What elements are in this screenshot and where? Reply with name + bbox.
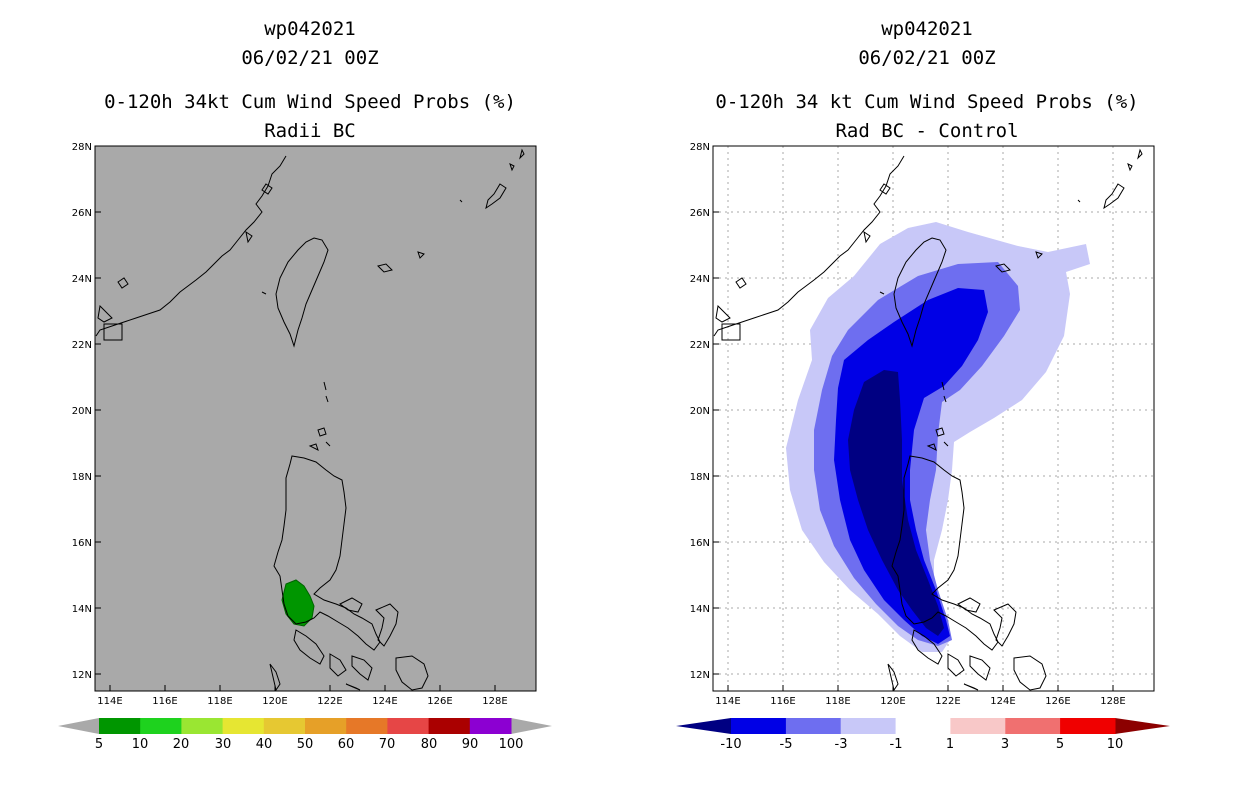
left-lon-label: 124E bbox=[372, 696, 397, 707]
left-colorbar-label: 10 bbox=[132, 737, 149, 752]
left-colorbar-swatch bbox=[99, 718, 141, 734]
right-latitude-labels: 28N 26N 24N 22N 20N 18N 16N 14N 12N bbox=[690, 142, 710, 681]
right-lat-label: 24N bbox=[690, 274, 710, 285]
right-lon-label: 114E bbox=[715, 696, 740, 707]
right-colorbar-label: 3 bbox=[1001, 737, 1009, 752]
left-colorbar-high-triangle bbox=[511, 718, 552, 734]
left-lat-label: 14N bbox=[72, 604, 92, 615]
left-colorbar-label: 100 bbox=[499, 737, 524, 752]
right-colorbar-high-triangle bbox=[1115, 718, 1170, 734]
left-title-line-4: Radii BC bbox=[264, 120, 356, 142]
right-lat-label: 16N bbox=[690, 538, 710, 549]
left-lat-label: 22N bbox=[72, 340, 92, 351]
right-lon-label: 128E bbox=[1100, 696, 1125, 707]
left-colorbar-swatch bbox=[222, 718, 265, 734]
right-colorbar-label: -10 bbox=[720, 737, 741, 752]
right-colorbar-swatch bbox=[731, 718, 787, 734]
right-colorbar-label: -1 bbox=[890, 737, 903, 752]
left-lon-label: 122E bbox=[317, 696, 342, 707]
right-contour-minus-10 bbox=[848, 370, 944, 636]
left-colorbar-label: 50 bbox=[297, 737, 314, 752]
right-lat-label: 12N bbox=[690, 670, 710, 681]
left-colorbar-swatch bbox=[305, 718, 347, 734]
right-map: 28N 26N 24N 22N 20N 18N 16N 14N 12N 114E… bbox=[690, 142, 1155, 707]
left-colorbar-label: 5 bbox=[95, 737, 103, 752]
right-title-line-4: Rad BC - Control bbox=[835, 120, 1019, 142]
left-longitude-labels: 114E 116E 118E 120E 122E 124E 126E 128E bbox=[97, 696, 507, 707]
right-colorbar: -10 -5 -3 -1 1 3 5 10 bbox=[676, 718, 1170, 752]
left-lon-label: 120E bbox=[262, 696, 287, 707]
left-lon-label: 116E bbox=[152, 696, 177, 707]
right-title-line-1: wp042021 bbox=[881, 18, 973, 40]
left-colorbar-swatch bbox=[428, 718, 471, 734]
left-colorbar-label: 30 bbox=[215, 737, 232, 752]
right-colorbar-swatch bbox=[895, 718, 951, 734]
right-colorbar-label: 5 bbox=[1056, 737, 1064, 752]
left-lat-label: 12N bbox=[72, 670, 92, 681]
left-title-line-3: 0-120h 34kt Cum Wind Speed Probs (%) bbox=[104, 91, 516, 113]
left-colorbar-low-triangle bbox=[58, 718, 99, 734]
right-colorbar-label: -5 bbox=[780, 737, 793, 752]
left-colorbar-swatch bbox=[181, 718, 224, 734]
right-lat-label: 26N bbox=[690, 208, 710, 219]
left-lat-label: 26N bbox=[72, 208, 92, 219]
right-lat-label: 22N bbox=[690, 340, 710, 351]
left-lon-label: 128E bbox=[482, 696, 507, 707]
left-colorbar-label: 90 bbox=[462, 737, 479, 752]
right-colorbar-label: 10 bbox=[1107, 737, 1124, 752]
left-colorbar-swatch bbox=[263, 718, 306, 734]
left-colorbar-swatch bbox=[387, 718, 430, 734]
right-lon-label: 116E bbox=[770, 696, 795, 707]
left-probability-contour bbox=[281, 579, 315, 627]
right-lon-label: 122E bbox=[935, 696, 960, 707]
left-colorbar-label: 70 bbox=[379, 737, 396, 752]
left-lat-label: 16N bbox=[72, 538, 92, 549]
right-lon-label: 124E bbox=[990, 696, 1015, 707]
left-colorbar-swatch bbox=[140, 718, 182, 734]
right-colorbar-swatch bbox=[1005, 718, 1061, 734]
left-title: wp042021 06/02/21 00Z 0-120h 34kt Cum Wi… bbox=[55, 15, 565, 146]
right-lon-label: 118E bbox=[825, 696, 850, 707]
left-map-background bbox=[95, 146, 536, 691]
right-lon-label: 120E bbox=[880, 696, 905, 707]
left-lat-label: 18N bbox=[72, 472, 92, 483]
right-colorbar-low-triangle bbox=[676, 718, 731, 734]
left-colorbar-labels: 5 10 20 30 40 50 60 70 80 90 100 bbox=[95, 737, 524, 752]
left-colorbar-swatch bbox=[469, 718, 512, 734]
right-colorbar-swatch bbox=[950, 718, 1006, 734]
left-lat-label: 24N bbox=[72, 274, 92, 285]
left-title-line-1: wp042021 bbox=[264, 18, 356, 40]
left-lat-label: 20N bbox=[72, 406, 92, 417]
left-lon-label: 118E bbox=[207, 696, 232, 707]
right-colorbar-swatch bbox=[840, 718, 897, 734]
right-longitude-labels: 114E 116E 118E 120E 122E 124E 126E 128E bbox=[715, 696, 1125, 707]
left-lon-label: 126E bbox=[427, 696, 452, 707]
right-title-line-3: 0-120h 34 kt Cum Wind Speed Probs (%) bbox=[715, 91, 1139, 113]
right-lat-label: 14N bbox=[690, 604, 710, 615]
left-colorbar-swatch bbox=[346, 718, 388, 734]
right-lat-label: 28N bbox=[690, 142, 710, 153]
right-colorbar-swatch bbox=[1060, 718, 1116, 734]
left-colorbar-label: 20 bbox=[173, 737, 190, 752]
left-title-line-2: 06/02/21 00Z bbox=[241, 47, 379, 69]
left-colorbar: 5 10 20 30 40 50 60 70 80 90 100 bbox=[58, 718, 552, 752]
left-lon-label: 114E bbox=[97, 696, 122, 707]
right-lat-label: 18N bbox=[690, 472, 710, 483]
right-title-line-2: 06/02/21 00Z bbox=[858, 47, 996, 69]
right-colorbar-label: 1 bbox=[946, 737, 954, 752]
left-colorbar-label: 80 bbox=[421, 737, 438, 752]
left-map: 28N 26N 24N 22N 20N 18N 16N 14N 12N 114E… bbox=[72, 142, 537, 707]
right-title: wp042021 06/02/21 00Z 0-120h 34 kt Cum W… bbox=[672, 15, 1182, 146]
right-colorbar-labels: -10 -5 -3 -1 1 3 5 10 bbox=[720, 737, 1123, 752]
right-lat-label: 20N bbox=[690, 406, 710, 417]
right-colorbar-label: -3 bbox=[835, 737, 848, 752]
right-colorbar-swatch bbox=[785, 718, 842, 734]
left-lat-label: 28N bbox=[72, 142, 92, 153]
left-colorbar-label: 60 bbox=[338, 737, 355, 752]
left-colorbar-label: 40 bbox=[256, 737, 273, 752]
left-latitude-labels: 28N 26N 24N 22N 20N 18N 16N 14N 12N bbox=[72, 142, 92, 681]
right-lon-label: 126E bbox=[1045, 696, 1070, 707]
